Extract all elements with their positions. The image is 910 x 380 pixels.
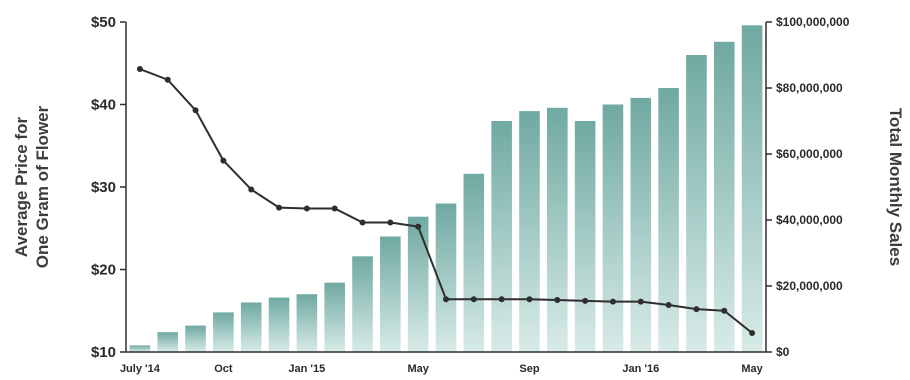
bar <box>324 282 345 352</box>
line-point <box>387 219 394 226</box>
bar <box>407 216 429 352</box>
x-tick-label: May <box>407 363 429 375</box>
left-tick-label: $10 <box>91 344 116 361</box>
right-tick-label: $40,000,000 <box>776 213 843 227</box>
line-point <box>276 204 283 211</box>
bar <box>658 88 679 352</box>
bars-layer <box>129 25 763 353</box>
bar <box>491 121 512 352</box>
bar <box>268 297 290 352</box>
bar <box>435 203 457 352</box>
line-point <box>637 298 644 305</box>
bar <box>185 325 206 352</box>
left-axis-title-line-1: Average Price for <box>12 117 31 258</box>
line-layer <box>136 66 756 337</box>
axes-layer <box>120 21 772 353</box>
bar <box>463 173 485 352</box>
line-point <box>136 66 143 73</box>
line-point <box>749 330 756 337</box>
line-point <box>693 306 700 313</box>
line-point <box>609 298 616 305</box>
right-tick-label: $80,000,000 <box>776 81 843 95</box>
line-point <box>220 157 227 164</box>
line-point <box>303 205 310 212</box>
line-point <box>443 296 449 303</box>
bar <box>296 294 318 352</box>
left-tick-label: $40 <box>91 97 116 114</box>
bar <box>547 107 568 352</box>
right-tick-label: $60,000,000 <box>776 147 843 161</box>
bar <box>602 104 624 352</box>
line-point <box>164 76 171 83</box>
line-point <box>554 297 561 304</box>
bar <box>519 111 540 352</box>
line-point <box>415 223 422 230</box>
right-axis-title: Total Monthly Sales <box>886 108 905 266</box>
right-tick-label: $20,000,000 <box>776 279 843 293</box>
x-tick-label: Oct <box>214 363 233 375</box>
bar <box>686 55 707 352</box>
bar <box>574 121 596 352</box>
left-tick-label: $20 <box>91 262 116 279</box>
left-tick-label: $50 <box>91 14 116 31</box>
x-tick-label: July '14 <box>120 363 161 375</box>
x-tick-label: Jan '16 <box>622 363 659 375</box>
right-tick-label: $100,000,000 <box>776 15 850 29</box>
line-point <box>470 296 477 303</box>
bar <box>240 302 262 352</box>
bar <box>352 256 373 352</box>
line-point <box>331 205 338 212</box>
bar <box>380 236 401 352</box>
bar <box>741 25 763 353</box>
line-point <box>248 186 255 193</box>
bar <box>213 312 234 352</box>
left-axis-title-line-2: One Gram of Flower <box>33 105 52 268</box>
line-point <box>359 219 366 226</box>
x-tick-label: Jan '15 <box>288 363 325 375</box>
line-point <box>526 296 533 303</box>
labels-layer: $50 $40 $30 $20 $10 $100,000,000 $80,000,000 $6… <box>91 14 850 375</box>
right-tick-label: $0 <box>776 345 790 359</box>
bar <box>630 97 652 353</box>
left-tick-label: $30 <box>91 179 116 196</box>
line-point <box>498 296 505 303</box>
bar <box>157 332 179 352</box>
bar <box>129 345 151 352</box>
line-point <box>582 297 589 304</box>
line-point <box>192 107 199 114</box>
line-point <box>721 307 728 314</box>
x-tick-label: May <box>741 363 763 375</box>
line-point <box>665 301 672 308</box>
bar <box>713 41 735 353</box>
x-tick-label: Sep <box>519 363 539 375</box>
